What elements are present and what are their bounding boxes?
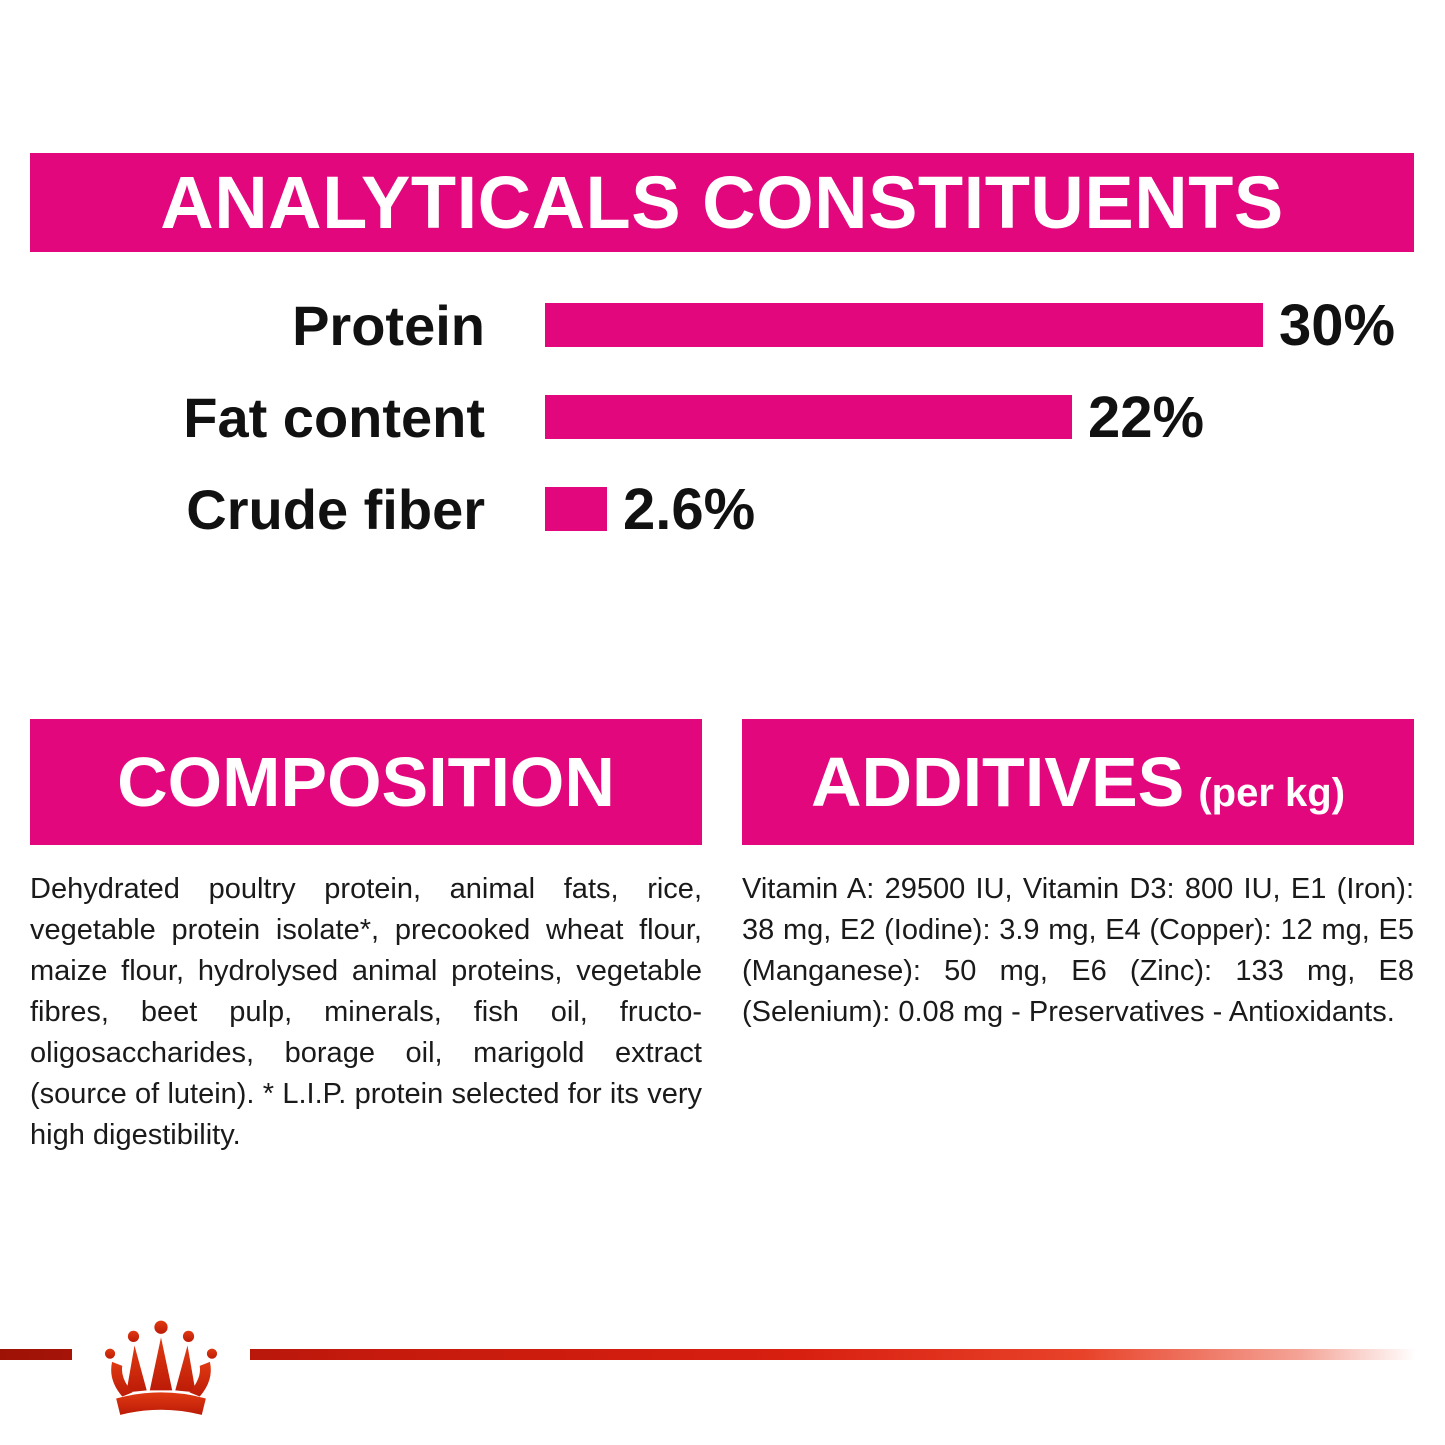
chart-row-protein: Protein 30% [0,293,1445,358]
chart-row-fiber: Crude fiber 2.6% [0,477,1445,542]
analyticals-title: ANALYTICALS CONSTITUENTS [160,161,1284,244]
protein-bar [545,303,1263,347]
fat-value: 22% [1088,384,1205,450]
details-columns: COMPOSITION Dehydrated poultry protein, … [30,719,1414,1156]
fiber-value: 2.6% [623,476,756,542]
chart-label-fiber: Crude fiber [186,477,485,541]
additives-section: ADDITIVES (per kg) Vitamin A: 29500 IU, V… [742,719,1414,1156]
additives-per-kg-label: (per kg) [1198,771,1346,815]
red-gradient-line [0,1349,1445,1360]
analytical-constituents-chart: Protein 30% Fat content 22% Crude fiber … [0,293,1445,578]
protein-value: 30% [1279,292,1396,358]
fiber-bar [545,487,607,531]
composition-banner: COMPOSITION [30,719,702,845]
additives-banner: ADDITIVES (per kg) [742,719,1414,845]
additives-body: Vitamin A: 29500 IU, Vitamin D3: 800 IU,… [742,873,1414,1028]
composition-section: COMPOSITION Dehydrated poultry protein, … [30,719,702,1156]
chart-row-fat: Fat content 22% [0,385,1445,450]
chart-label-fat: Fat content [183,385,485,449]
composition-title: COMPOSITION [117,743,615,821]
analyticals-banner: ANALYTICALS CONSTITUENTS [30,153,1414,252]
chart-label-protein: Protein [292,293,485,357]
additives-title: ADDITIVES [810,743,1185,821]
royal-canin-crown-icon [104,1320,218,1415]
fat-bar [545,395,1072,439]
composition-body: Dehydrated poultry protein, animal fats,… [30,873,702,1151]
brand-logo-box [72,1308,250,1432]
